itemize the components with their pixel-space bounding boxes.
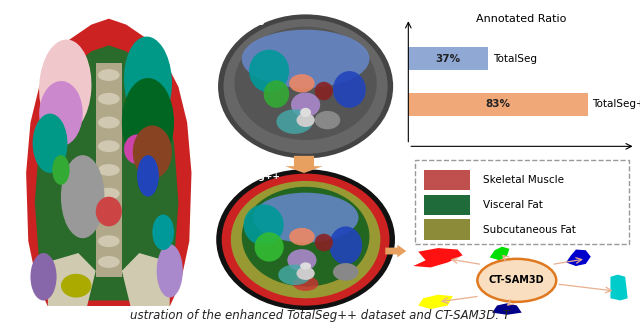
Text: CT-SAM3D: CT-SAM3D xyxy=(489,275,545,285)
Ellipse shape xyxy=(98,69,120,81)
Polygon shape xyxy=(492,303,522,315)
FancyBboxPatch shape xyxy=(96,63,122,277)
Polygon shape xyxy=(35,45,179,301)
Ellipse shape xyxy=(242,187,369,287)
Ellipse shape xyxy=(278,265,311,285)
Ellipse shape xyxy=(264,80,289,108)
Ellipse shape xyxy=(289,228,315,245)
Ellipse shape xyxy=(300,262,311,270)
Polygon shape xyxy=(122,253,170,306)
Ellipse shape xyxy=(330,226,362,264)
Ellipse shape xyxy=(122,78,174,167)
Ellipse shape xyxy=(244,204,284,245)
Text: Subcutaneous Fat: Subcutaneous Fat xyxy=(483,225,576,234)
FancyBboxPatch shape xyxy=(424,170,470,190)
Ellipse shape xyxy=(218,14,393,158)
Polygon shape xyxy=(611,274,628,301)
Ellipse shape xyxy=(291,93,320,117)
Ellipse shape xyxy=(231,181,380,298)
Ellipse shape xyxy=(315,234,333,251)
Ellipse shape xyxy=(276,110,313,134)
Ellipse shape xyxy=(39,81,83,146)
Ellipse shape xyxy=(98,164,120,176)
Ellipse shape xyxy=(477,259,556,302)
Ellipse shape xyxy=(293,276,318,291)
Ellipse shape xyxy=(152,215,174,250)
Ellipse shape xyxy=(242,30,369,88)
Ellipse shape xyxy=(31,253,56,301)
Ellipse shape xyxy=(137,155,159,197)
Ellipse shape xyxy=(296,113,315,127)
Text: Skeletal Muscle: Skeletal Muscle xyxy=(483,175,564,185)
Ellipse shape xyxy=(333,71,366,108)
Text: TotalSeg++: TotalSeg++ xyxy=(592,99,640,110)
Ellipse shape xyxy=(124,37,172,126)
Ellipse shape xyxy=(255,232,284,261)
Text: TotalSeg++: TotalSeg++ xyxy=(221,172,281,181)
Polygon shape xyxy=(419,295,452,309)
Ellipse shape xyxy=(98,188,120,200)
Ellipse shape xyxy=(124,134,150,164)
Ellipse shape xyxy=(296,267,315,280)
Ellipse shape xyxy=(287,249,317,271)
Bar xyxy=(408,93,588,116)
Ellipse shape xyxy=(315,82,333,100)
Text: ustration of the enhanced TotalSeg++ dataset and CT-SAM3D. T: ustration of the enhanced TotalSeg++ dat… xyxy=(130,309,510,322)
Polygon shape xyxy=(26,19,191,306)
Ellipse shape xyxy=(33,114,67,173)
Ellipse shape xyxy=(234,27,377,140)
Ellipse shape xyxy=(223,19,388,154)
Polygon shape xyxy=(490,247,509,260)
Ellipse shape xyxy=(98,117,120,128)
Ellipse shape xyxy=(61,274,92,298)
FancyArrow shape xyxy=(285,156,323,173)
FancyArrow shape xyxy=(385,244,406,258)
Text: TotalSeg: TotalSeg xyxy=(221,16,266,25)
Polygon shape xyxy=(48,253,96,306)
Polygon shape xyxy=(413,248,463,267)
Ellipse shape xyxy=(157,244,183,298)
Text: 83%: 83% xyxy=(486,99,511,110)
Ellipse shape xyxy=(61,155,104,238)
Polygon shape xyxy=(566,249,591,266)
Bar xyxy=(408,47,488,70)
Ellipse shape xyxy=(98,235,120,247)
FancyBboxPatch shape xyxy=(424,195,470,215)
FancyBboxPatch shape xyxy=(415,160,628,244)
Text: 37%: 37% xyxy=(436,53,461,64)
Ellipse shape xyxy=(96,197,122,226)
Text: Annotated Ratio: Annotated Ratio xyxy=(476,14,566,24)
Text: TotalSeg: TotalSeg xyxy=(493,53,537,64)
Ellipse shape xyxy=(315,111,340,129)
Ellipse shape xyxy=(98,140,120,152)
FancyBboxPatch shape xyxy=(424,219,470,240)
Ellipse shape xyxy=(39,39,92,134)
Ellipse shape xyxy=(98,93,120,105)
Ellipse shape xyxy=(300,108,311,117)
Ellipse shape xyxy=(249,50,289,93)
Ellipse shape xyxy=(132,126,172,179)
Ellipse shape xyxy=(216,169,395,310)
Ellipse shape xyxy=(221,173,390,306)
Ellipse shape xyxy=(253,193,358,243)
Ellipse shape xyxy=(289,74,315,93)
Text: Visceral Fat: Visceral Fat xyxy=(483,200,543,210)
Ellipse shape xyxy=(98,212,120,223)
Ellipse shape xyxy=(98,256,120,268)
Ellipse shape xyxy=(333,263,358,281)
Ellipse shape xyxy=(52,155,70,185)
